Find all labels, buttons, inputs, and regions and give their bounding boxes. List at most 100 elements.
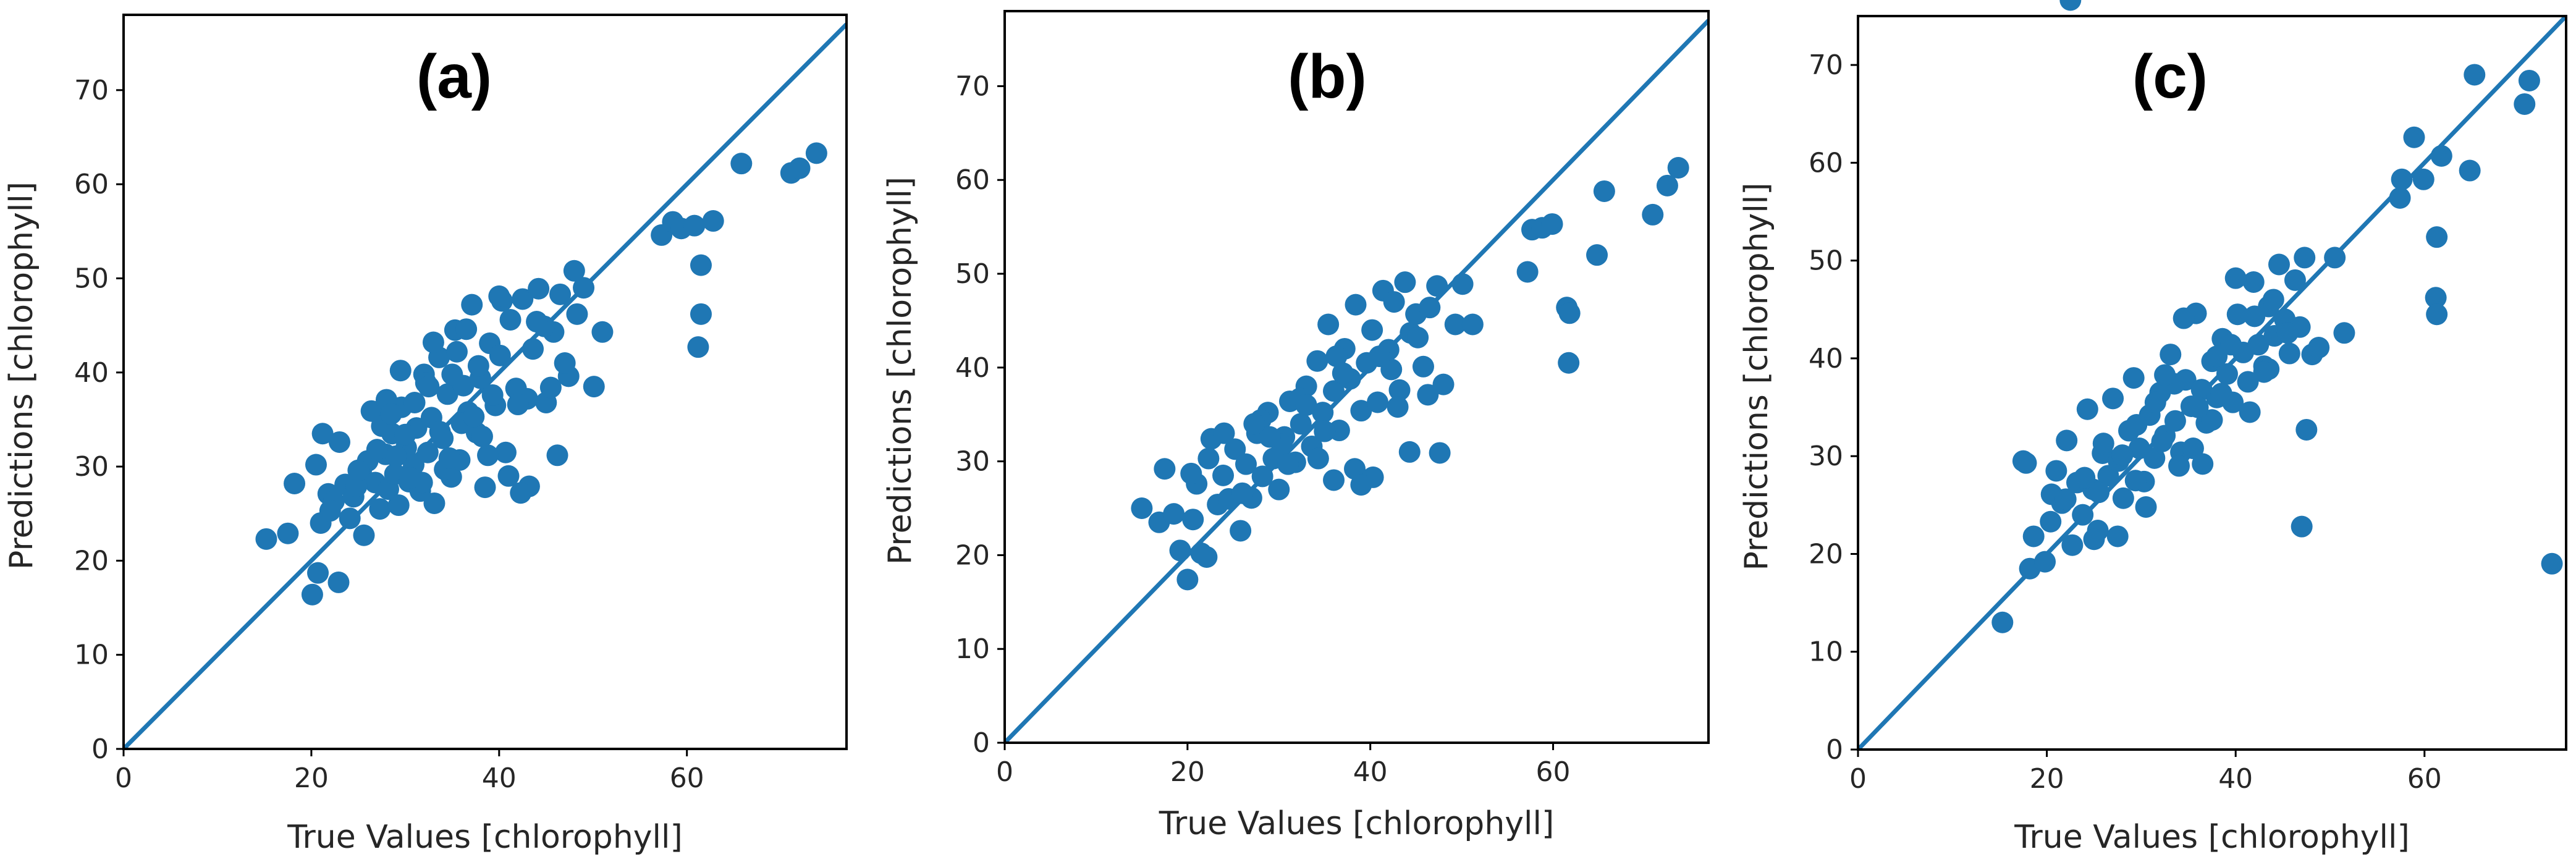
data-point: [1259, 426, 1281, 448]
data-point: [2389, 187, 2411, 209]
data-point: [2253, 361, 2275, 383]
data-point: [2216, 363, 2238, 385]
data-point: [2122, 367, 2145, 389]
data-point: [1461, 313, 1484, 336]
data-point: [2430, 145, 2452, 167]
data-point: [2102, 387, 2124, 410]
data-point: [347, 459, 370, 481]
data-point: [2144, 391, 2166, 413]
data-point: [591, 321, 614, 343]
data-point: [1131, 497, 1153, 520]
data-point: [563, 260, 585, 282]
data-point: [2173, 307, 2195, 329]
y-tick-label: 50: [955, 258, 990, 290]
data-point: [471, 425, 493, 447]
y-tick-label: 60: [1809, 147, 1843, 179]
data-point: [1642, 203, 1664, 226]
y-axis-label: Predictions [chlorophyll]: [1738, 182, 1775, 570]
data-point: [1394, 271, 1416, 294]
data-point: [2247, 334, 2270, 356]
data-point: [1426, 275, 1448, 297]
data-point: [1277, 453, 1299, 475]
data-point: [2239, 401, 2261, 423]
data-point: [385, 445, 407, 467]
data-point: [1558, 302, 1581, 324]
x-tick-label: 60: [670, 763, 704, 794]
data-point: [1325, 345, 1348, 368]
y-tick-label: 70: [74, 75, 109, 106]
data-point: [2187, 396, 2209, 418]
data-point: [1213, 422, 1235, 444]
data-point: [463, 405, 485, 428]
y-tick-label: 20: [955, 539, 990, 571]
data-point: [489, 344, 511, 366]
data-point: [2045, 460, 2067, 482]
data-point: [327, 571, 350, 593]
data-point: [1312, 402, 1334, 424]
data-point: [461, 294, 483, 316]
data-point: [311, 423, 334, 445]
data-point: [1361, 319, 1383, 341]
data-point: [2426, 226, 2448, 248]
y-tick-label: 0: [91, 733, 109, 765]
data-point: [1586, 244, 1608, 266]
y-tick-label: 40: [1809, 343, 1843, 374]
data-point: [1367, 391, 1389, 413]
data-point: [1290, 413, 1312, 435]
data-point: [1332, 362, 1354, 384]
y-tick-label: 50: [74, 263, 109, 294]
y-tick-label: 70: [955, 70, 990, 102]
data-point: [1268, 478, 1290, 501]
y-tick-label: 60: [74, 169, 109, 200]
data-point: [429, 421, 451, 443]
data-point: [467, 355, 489, 377]
data-point: [2412, 168, 2435, 190]
data-point: [380, 403, 402, 425]
data-point: [403, 392, 426, 414]
data-point: [2278, 342, 2300, 365]
data-point: [2034, 551, 2056, 573]
data-point: [1388, 379, 1411, 401]
data-point: [339, 507, 361, 530]
data-point: [1323, 469, 1345, 491]
data-point: [1345, 294, 1367, 316]
data-point: [2168, 455, 2190, 477]
data-point: [2403, 126, 2425, 148]
data-point: [1407, 326, 1429, 349]
data-point: [2294, 247, 2316, 269]
data-point: [2514, 93, 2536, 115]
data-point: [328, 431, 350, 453]
data-point: [1317, 313, 1340, 336]
data-point: [389, 360, 412, 382]
plot-frame: [122, 14, 848, 750]
data-point: [1593, 180, 1615, 202]
data-point: [2076, 398, 2098, 420]
data-point: [702, 210, 724, 232]
data-point: [1383, 291, 1405, 313]
data-point: [2237, 371, 2259, 393]
chart-panel-b: 0 20 40 60 0 10 20 30 40 50 60 70 (b) True Values [ch…: [882, 10, 1710, 842]
data-point: [2425, 287, 2447, 309]
data-point: [353, 524, 375, 546]
data-point: [345, 475, 368, 497]
data-point: [1444, 313, 1466, 336]
data-point: [2391, 168, 2413, 190]
x-tick-label: 0: [115, 763, 132, 794]
y-tick-label: 40: [955, 352, 990, 384]
data-point: [1231, 482, 1254, 504]
data-point: [360, 400, 382, 422]
data-point: [690, 254, 712, 276]
data-point: [788, 157, 811, 179]
data-point: [1224, 438, 1246, 460]
data-point: [2210, 382, 2232, 405]
data-point: [1235, 453, 1257, 475]
data-point: [477, 444, 499, 467]
x-tick-label: 60: [2407, 763, 2442, 795]
data-point: [319, 500, 341, 522]
data-point: [2268, 253, 2290, 276]
data-point: [1169, 539, 1191, 562]
data-point: [284, 472, 306, 494]
data-point: [446, 340, 468, 363]
data-point: [499, 308, 522, 331]
data-point: [305, 454, 327, 476]
